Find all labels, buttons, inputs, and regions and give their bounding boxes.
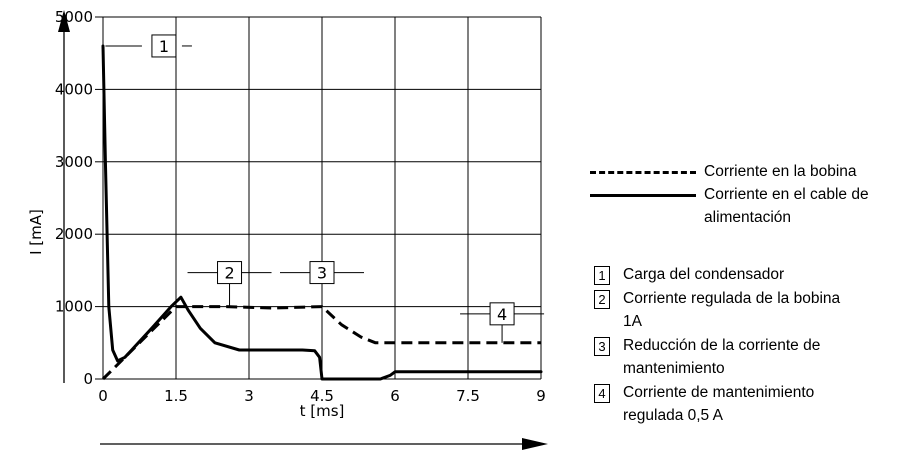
callout-number: 2 bbox=[224, 264, 234, 283]
callout-box bbox=[309, 261, 335, 285]
note-number: 3 bbox=[594, 336, 610, 356]
callout-number: 3 bbox=[317, 264, 327, 283]
series-line-supply-current bbox=[101, 44, 543, 381]
x-axis-label: t [ms] bbox=[300, 402, 345, 420]
note-text-cont: 1A bbox=[623, 313, 642, 330]
y-tick-label: 2000 bbox=[55, 225, 93, 243]
axis-labels: I [mA] t [ms] bbox=[27, 209, 344, 420]
x-axis-arrow-head bbox=[522, 438, 548, 450]
x-tick-label: 3 bbox=[244, 387, 254, 405]
legend-label-supply-cont: alimentación bbox=[704, 209, 792, 226]
callout-number: 1 bbox=[159, 37, 169, 56]
note-text: Corriente regulada de la bobina bbox=[623, 289, 841, 307]
y-axis-arrow-head bbox=[58, 10, 70, 32]
callout-box bbox=[151, 34, 177, 58]
legend-solid-line bbox=[590, 183, 702, 206]
y-tick-label: 0 bbox=[83, 370, 93, 388]
y-tick-label: 4000 bbox=[55, 80, 93, 98]
y-axis-label: I [mA] bbox=[27, 209, 45, 255]
note-text-cont: regulada 0,5 A bbox=[623, 407, 723, 424]
note-text: Carga del condensador bbox=[623, 266, 785, 283]
x-tick-label: 6 bbox=[390, 387, 400, 405]
legend-label-coil: Corriente en la bobina bbox=[704, 163, 857, 180]
legend-item-coil: Corriente en la bobina bbox=[590, 160, 895, 183]
x-tick-label: 0 bbox=[98, 387, 108, 405]
x-tick-label: 7.5 bbox=[456, 387, 480, 405]
callout-notes: 1 Carga del condensador 2 Corriente regu… bbox=[594, 263, 899, 428]
legend-label-supply: Corriente en el cable de bbox=[704, 186, 869, 203]
callout-number: 4 bbox=[497, 305, 507, 324]
y-tick-label: 1000 bbox=[55, 298, 93, 316]
note-number: 4 bbox=[594, 383, 610, 403]
grid bbox=[102, 16, 542, 380]
callout-box bbox=[489, 302, 515, 326]
legend-item-supply: Corriente en el cable de bbox=[590, 183, 895, 206]
note-number: 1 bbox=[594, 266, 610, 285]
legend-dashed-line bbox=[590, 160, 702, 183]
x-tick-label: 4.5 bbox=[310, 387, 334, 405]
y-tick-label: 3000 bbox=[55, 153, 93, 171]
callout-box bbox=[217, 261, 243, 285]
note-text: Corriente de mantenimiento bbox=[623, 383, 815, 401]
note-text: Reducción de la corriente de bbox=[623, 336, 821, 354]
x-tick-label: 1.5 bbox=[164, 387, 188, 405]
note-text-cont: mantenimiento bbox=[623, 360, 725, 377]
callouts: 1 2 3 4 bbox=[105, 34, 545, 343]
note-item: 2 Corriente regulada de la bobina bbox=[594, 287, 899, 311]
note-item: 1 Carga del condensador bbox=[594, 263, 899, 287]
note-number: 2 bbox=[594, 289, 610, 309]
x-tick-label: 9 bbox=[536, 387, 546, 405]
note-item: 3 Reducción de la corriente de bbox=[594, 334, 899, 358]
legend: Corriente en la bobina Corriente en el c… bbox=[590, 160, 895, 229]
note-item: 4 Corriente de mantenimiento bbox=[594, 381, 899, 405]
